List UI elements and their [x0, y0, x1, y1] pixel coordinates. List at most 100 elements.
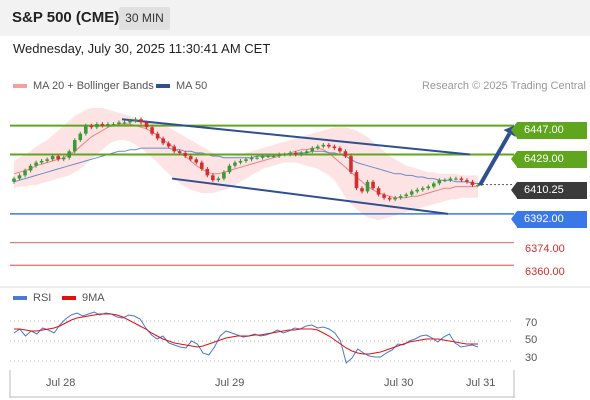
- candle-body: [56, 156, 60, 160]
- chart-timestamp: Wednesday, July 30, 2025 11:30:41 AM CET: [13, 41, 271, 56]
- legend-ma50: MA 50: [156, 80, 207, 92]
- candle-body: [321, 144, 326, 147]
- candle-body: [426, 186, 431, 189]
- candle-body: [448, 178, 453, 181]
- candle-body: [150, 127, 154, 134]
- rsi-swatch: [13, 296, 27, 301]
- candle-body: [139, 119, 143, 123]
- candle-body: [227, 165, 232, 173]
- candle-body: [172, 146, 176, 152]
- candle-body: [23, 170, 27, 176]
- date-tick-jul28: Jul 28: [46, 377, 76, 389]
- candle-body: [144, 122, 149, 128]
- candle-body: [437, 180, 442, 184]
- bollinger-legend-label: MA 20 + Bollinger Bands: [33, 80, 154, 92]
- candle-body: [260, 156, 265, 158]
- candle-body: [216, 178, 221, 181]
- candle-body: [122, 122, 127, 124]
- candle-body: [61, 157, 66, 160]
- candle-body: [67, 151, 72, 158]
- candle-body: [166, 143, 171, 147]
- candle-body: [343, 151, 348, 157]
- candle-body: [161, 138, 165, 144]
- candle-body: [194, 159, 199, 163]
- candle-body: [200, 162, 204, 169]
- candle-body: [111, 124, 116, 126]
- level-tag-6429: 6429.00: [511, 151, 587, 168]
- date-tick-jul31: Jul 31: [466, 377, 496, 389]
- candle-body: [443, 180, 447, 182]
- candle-body: [211, 175, 215, 181]
- candle-body: [316, 146, 320, 149]
- candle-body: [133, 119, 138, 121]
- candle-body: [222, 172, 226, 179]
- candle-body: [387, 197, 392, 200]
- candle-body: [409, 191, 414, 195]
- price-levels: [10, 124, 514, 266]
- candle-body: [288, 152, 292, 155]
- rsi-ma-line: [14, 313, 478, 355]
- candle-body: [45, 159, 49, 161]
- candle-body: [282, 154, 287, 156]
- candle-body: [299, 152, 304, 155]
- candle-body: [432, 183, 436, 187]
- candle-body: [354, 172, 359, 189]
- rsi-tick-70: 70: [525, 317, 538, 329]
- level-tag-6392: 6392.00: [511, 211, 587, 228]
- last-price-tag: 6410.25: [511, 182, 587, 199]
- candle-body: [382, 194, 386, 198]
- candle-body: [304, 151, 309, 153]
- channel-upper-line: [121, 118, 471, 156]
- candle-body: [100, 124, 105, 126]
- candle-body: [78, 133, 83, 141]
- candle-body: [128, 120, 132, 123]
- candle-body: [233, 162, 237, 166]
- channel-lower-line: [171, 177, 449, 215]
- candle-body: [293, 152, 298, 155]
- ma50-swatch: [156, 84, 170, 89]
- candle-body: [117, 122, 121, 125]
- candlesticks: [12, 117, 480, 202]
- timeframe-selector[interactable]: 30 MIN: [119, 7, 170, 30]
- candle-body: [12, 178, 16, 182]
- candle-body: [72, 140, 77, 152]
- candle-body: [470, 181, 475, 185]
- rsi-tick-50: 50: [525, 334, 538, 346]
- candle-body: [34, 162, 38, 166]
- candle-body: [249, 157, 254, 160]
- candle-body: [476, 184, 480, 186]
- candle-body: [404, 194, 408, 197]
- candle-body: [310, 148, 315, 152]
- candle-body: [465, 180, 469, 182]
- ma50-legend-label: MA 50: [176, 80, 208, 92]
- instrument-title: S&P 500 (CME): [12, 9, 120, 26]
- candle-body: [50, 156, 55, 160]
- candle-body: [332, 146, 337, 149]
- candle-body: [17, 175, 22, 179]
- candle-body: [349, 156, 353, 173]
- candle-body: [398, 196, 403, 198]
- candle-body: [255, 157, 259, 159]
- arrow-shaft: [478, 132, 512, 186]
- legend-rsi: RSI: [13, 292, 51, 304]
- candle-body: [177, 151, 182, 153]
- legend-bollinger: MA 20 + Bollinger Bands: [13, 80, 154, 92]
- candle-body: [327, 144, 331, 147]
- time-axis: [9, 370, 515, 398]
- rsi-ma-swatch: [62, 296, 76, 301]
- candle-body: [376, 188, 381, 195]
- level-tag-6447: 6447.00: [511, 122, 587, 139]
- candle-body: [266, 156, 270, 158]
- level-label-6360: 6360.00: [525, 266, 565, 278]
- candle-body: [360, 188, 364, 192]
- rsi-line: [13, 311, 479, 364]
- candle-body: [188, 156, 193, 160]
- candle-body: [415, 189, 420, 192]
- legend-rsi-ma: 9MA: [62, 292, 105, 304]
- rsi-legend-label: RSI: [33, 292, 52, 304]
- header-bar: S&P 500 (CME) 30 MIN: [0, 0, 590, 36]
- candle-body: [28, 165, 33, 171]
- candle-body: [39, 160, 44, 163]
- level-label-6374: 6374.00: [525, 243, 565, 255]
